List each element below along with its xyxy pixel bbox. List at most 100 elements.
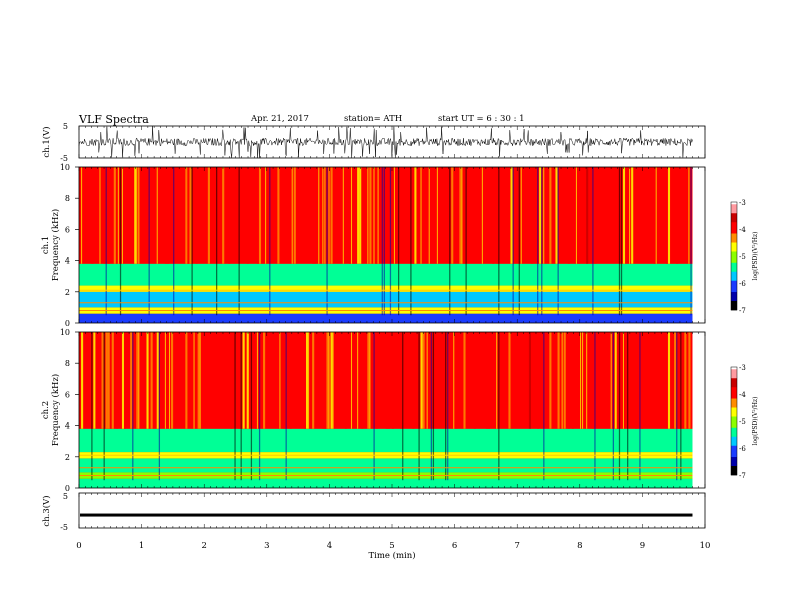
spec-column xyxy=(690,167,692,316)
freq-tick-label: 4 xyxy=(65,422,70,431)
spec-column xyxy=(614,332,617,429)
colorbar-swatch xyxy=(731,396,737,399)
colorbar-swatch xyxy=(731,445,737,449)
spec-column xyxy=(680,332,682,481)
ch2-colorbar: -3 -4 -5 -6 -7 log(PSD)(V²/Hz) xyxy=(730,364,759,480)
spec-column xyxy=(285,332,287,481)
spec-column xyxy=(410,167,412,316)
colorbar-swatch xyxy=(731,416,737,420)
spec-column xyxy=(426,332,428,429)
spec-column xyxy=(146,332,149,429)
spec-column xyxy=(510,167,513,264)
spec-column xyxy=(289,332,292,429)
colorbar-frame xyxy=(730,201,738,311)
colorbar-swatch xyxy=(731,294,737,297)
colorbar-tick-label: -3 xyxy=(739,199,746,207)
ch3-ylabel: ch.3(V) xyxy=(41,495,52,526)
spec-column xyxy=(622,332,625,429)
time-tick-label: 0 xyxy=(76,541,81,551)
colorbar-swatch xyxy=(731,434,737,438)
colorbar-swatch xyxy=(731,253,737,257)
colorbar-swatch xyxy=(731,298,737,302)
spec-column xyxy=(447,332,449,481)
colorbar-swatch xyxy=(731,387,737,390)
spec-column xyxy=(242,332,245,429)
colorbar-swatch xyxy=(731,202,737,205)
colorbar-label: log(PSD)(V²/Hz) xyxy=(752,232,759,281)
colorbar-swatch xyxy=(731,457,737,460)
spec-band-3 xyxy=(79,285,693,292)
colorbar-swatch xyxy=(731,274,737,277)
spec-column xyxy=(265,167,267,264)
colorbar-tick-label: -4 xyxy=(739,391,746,399)
colorbar-swatch xyxy=(731,472,737,476)
colorbar-swatch xyxy=(731,398,737,402)
spec-column xyxy=(537,167,539,316)
spec-column xyxy=(263,332,266,429)
colorbar-swatch xyxy=(731,454,737,458)
colorbar-swatch xyxy=(731,403,737,406)
spec-column xyxy=(130,332,133,429)
colorbar-swatch xyxy=(731,289,737,293)
spec-column xyxy=(629,167,631,264)
colorbar-swatch xyxy=(731,296,737,300)
spec-column xyxy=(381,167,383,316)
spec-column xyxy=(571,332,574,429)
spec-column xyxy=(487,332,491,429)
spec-column xyxy=(228,167,231,264)
spec-band-4 xyxy=(79,428,693,453)
spec-column xyxy=(373,167,375,264)
spec-column xyxy=(449,167,451,316)
spec-column xyxy=(492,167,495,264)
spec-column xyxy=(166,167,170,264)
spec-column xyxy=(330,332,333,429)
spec-column xyxy=(187,167,190,264)
spec-column xyxy=(676,167,679,264)
spec-column xyxy=(111,332,114,429)
spec-column xyxy=(428,167,430,264)
spec-column xyxy=(508,332,511,429)
ch1-ylabel: ch.1(V) xyxy=(41,126,52,157)
spec-column xyxy=(91,332,93,481)
colorbar-tick-label: -7 xyxy=(739,472,746,480)
spec-column xyxy=(305,332,309,429)
spec-column xyxy=(293,167,296,264)
spec-column xyxy=(312,167,315,264)
colorbar-swatch xyxy=(731,414,737,417)
spec-column xyxy=(136,167,138,264)
ch2-freq-ylabel: Frequency (kHz) xyxy=(50,374,61,446)
ch1-colorbar: -3 -4 -5 -6 -7 log(PSD)(V²/Hz) xyxy=(730,199,759,315)
spec-column xyxy=(246,167,249,264)
spec-column xyxy=(498,332,500,481)
spec-column xyxy=(367,332,370,429)
spec-band-4 xyxy=(79,263,693,286)
spec-column xyxy=(445,332,447,481)
colorbar-swatch xyxy=(731,220,737,223)
colorbar-swatch xyxy=(731,463,737,467)
spec-column xyxy=(115,332,118,429)
spec-column xyxy=(537,332,540,429)
spec-column xyxy=(191,167,193,316)
colorbar-swatch xyxy=(731,292,737,295)
spec-column xyxy=(655,167,657,264)
spec-column xyxy=(121,332,125,429)
colorbar-swatch xyxy=(731,217,737,221)
spec-column xyxy=(193,332,195,429)
spec-column xyxy=(197,332,200,429)
ch3-waveform-trace xyxy=(80,513,693,517)
spec-column xyxy=(561,332,563,429)
spec-column xyxy=(119,167,122,316)
spec-column xyxy=(324,167,326,264)
colorbar-swatch xyxy=(731,280,737,284)
spec-column xyxy=(512,167,514,316)
colorbar-swatch xyxy=(731,439,737,442)
colorbar-swatch xyxy=(731,256,737,259)
spec-column xyxy=(481,167,483,264)
spec-column xyxy=(541,167,543,316)
spec-column xyxy=(518,167,520,316)
spec-column xyxy=(150,332,153,429)
colorbar-swatch xyxy=(731,466,737,469)
spec-column xyxy=(485,332,489,429)
spec-column xyxy=(393,167,395,264)
colorbar-swatch xyxy=(731,448,737,451)
